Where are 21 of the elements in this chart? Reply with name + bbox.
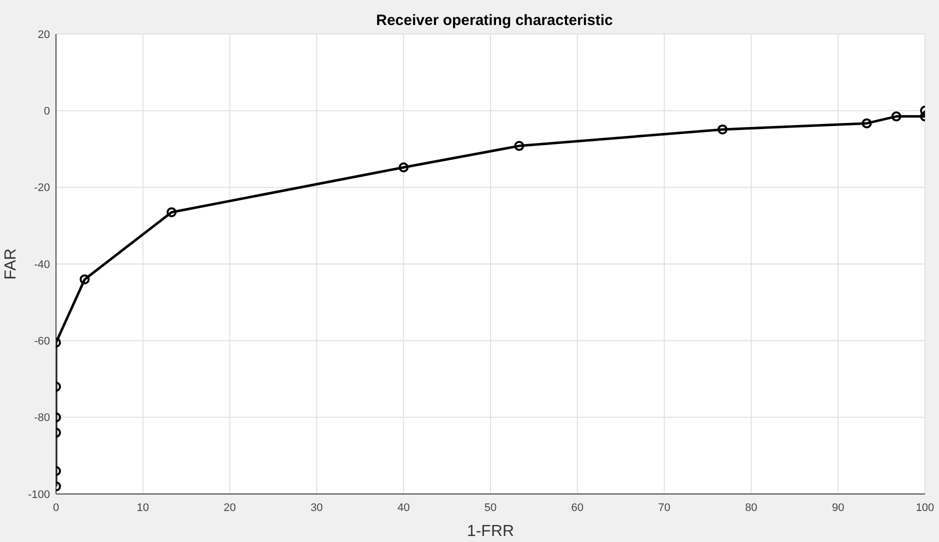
- y-tick-label: 0: [44, 106, 50, 118]
- y-tick-label: -20: [34, 182, 50, 194]
- y-tick-label: -80: [34, 412, 50, 424]
- y-tick-label: -40: [34, 258, 50, 271]
- x-tick-label: 70: [658, 502, 670, 514]
- x-tick-label: 10: [136, 502, 150, 514]
- x-axis-title: 1-FRR: [466, 523, 514, 540]
- x-tick-label: 20: [224, 502, 236, 514]
- x-tick-label: 90: [832, 502, 844, 514]
- x-tick-label: 50: [484, 502, 497, 514]
- x-tick-label: 100: [916, 502, 934, 514]
- y-tick-label: 20: [38, 28, 50, 41]
- chart-title: Receiver operating characteristic: [375, 12, 614, 29]
- x-tick-label: 80: [745, 502, 758, 514]
- x-tick-label: 30: [310, 502, 323, 514]
- y-axis-title: FAR: [2, 248, 20, 280]
- y-tick-label: -100: [28, 488, 50, 501]
- x-tick-label: 0: [52, 502, 60, 514]
- x-tick-label: 60: [571, 502, 584, 514]
- x-tick-label: 40: [397, 502, 410, 514]
- y-tick-label: -60: [34, 336, 50, 348]
